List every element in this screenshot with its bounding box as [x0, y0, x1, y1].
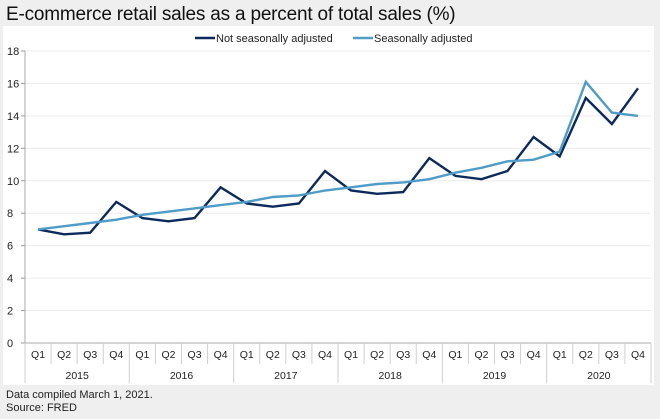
x-tick-label: Q3	[396, 349, 410, 361]
line-chart: 0 2 4 6 8 10 12 14 16 18 Q1 Q2 Q3 Q4 Q1 Q2 Q3 Q4 Q1 Q2 Q3 Q4…	[7, 33, 652, 383]
y-tick-label: 12	[7, 143, 19, 155]
x-axis: Q1 Q2 Q3 Q4 Q1 Q2 Q3 Q4 Q1 Q2 Q3 Q4 Q1 Q2 Q3 Q4 Q1 Q2 Q3 Q4…	[24, 342, 652, 383]
y-tick-label: 18	[7, 46, 19, 58]
x-tick-label: Q1	[31, 349, 45, 361]
y-tick-label: 10	[7, 176, 19, 188]
year-label: 2017	[274, 370, 298, 382]
x-tick-label: Q4	[214, 349, 228, 361]
x-tick-label: Q4	[109, 349, 123, 361]
x-tick-label: Q4	[422, 349, 436, 361]
x-tick-label: Q3	[605, 349, 619, 361]
y-tick-label: 2	[7, 306, 13, 318]
year-label: 2020	[587, 370, 611, 382]
x-tick-label: Q3	[188, 349, 202, 361]
x-tick-label: Q4	[631, 349, 645, 361]
x-tick-label: Q1	[240, 349, 254, 361]
x-tick-label: Q3	[501, 349, 515, 361]
x-tick-label: Q3	[292, 349, 306, 361]
x-tick-label: Q2	[57, 349, 71, 361]
chart-panel: 0 2 4 6 8 10 12 14 16 18 Q1 Q2 Q3 Q4 Q1 Q2 Q3 Q4 Q1 Q2 Q3 Q4…	[3, 26, 654, 385]
footer: Data compiled March 1, 2021. Source: FRE…	[6, 389, 153, 415]
x-tick-label: Q4	[527, 349, 541, 361]
y-tick-label: 8	[7, 208, 13, 220]
x-tick-label: Q1	[344, 349, 358, 361]
legend-label: Seasonally adjusted	[374, 33, 472, 45]
series-line-seasonally-adjusted	[37, 79, 639, 231]
x-tick-label: Q4	[318, 349, 332, 361]
x-tick-label: Q3	[83, 349, 97, 361]
y-axis: 0 2 4 6 8 10 12 14 16 18	[7, 46, 26, 350]
series-lines	[37, 79, 639, 236]
x-tick-label: Q1	[448, 349, 462, 361]
year-label: 2019	[483, 370, 507, 382]
year-label: 2016	[170, 370, 194, 382]
legend-label: Not seasonally adjusted	[216, 33, 333, 45]
year-label: 2018	[378, 370, 402, 382]
x-tick-label: Q1	[553, 349, 567, 361]
x-tick-label: Q1	[135, 349, 149, 361]
y-tick-label: 0	[7, 338, 13, 350]
x-tick-label: Q2	[474, 349, 488, 361]
x-tick-label: Q2	[579, 349, 593, 361]
y-tick-label: 14	[7, 111, 19, 123]
y-tick-label: 16	[7, 78, 19, 90]
chart-title: E-commerce retail sales as a percent of …	[6, 4, 456, 25]
source-note: Source: FRED	[6, 402, 77, 414]
year-label: 2015	[65, 370, 89, 382]
data-compiled-note: Data compiled March 1, 2021.	[6, 389, 153, 401]
x-tick-label: Q2	[370, 349, 384, 361]
y-tick-label: 6	[7, 241, 13, 253]
y-tick-label: 4	[7, 273, 13, 285]
series-line-not-seasonally-adjusted	[37, 87, 639, 236]
x-tick-label: Q2	[161, 349, 175, 361]
legend: Not seasonally adjusted Seasonally adjust…	[195, 33, 472, 45]
x-tick-label: Q2	[266, 349, 280, 361]
